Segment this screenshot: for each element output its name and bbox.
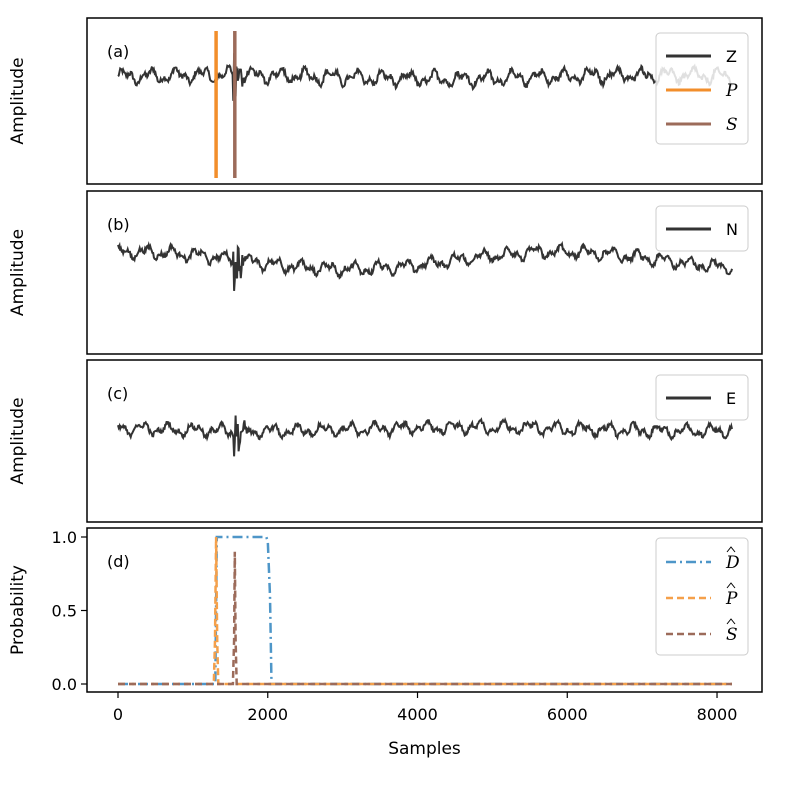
axes-frame-1	[86, 17, 763, 185]
legend-label-hat-P: P	[725, 589, 738, 609]
y-tick-label-1: 1.0	[52, 528, 77, 547]
waveform-N	[117, 240, 733, 291]
legend-label-P: P	[725, 81, 738, 101]
legend-box-4	[655, 537, 749, 656]
panel-label-1: (a)	[107, 42, 129, 61]
probability-curve-P	[118, 536, 732, 686]
legend-label-Z: Z	[726, 47, 737, 66]
hat-mark-D	[726, 546, 736, 553]
y-axis-label-3: Amplitude	[8, 397, 28, 484]
probability-curve-D	[118, 535, 732, 686]
hat-mark-P	[726, 582, 736, 589]
x-tick-label-8000: 8000	[697, 705, 738, 724]
legend-label-N: N	[726, 220, 738, 239]
probability-curve-S	[118, 551, 732, 686]
y-axis-label-1: Amplitude	[8, 57, 28, 144]
panel-label-2: (b)	[107, 215, 130, 234]
axes-frame-3	[86, 359, 763, 523]
y-tick-label-0: 0.0	[52, 675, 77, 694]
waveform-E	[117, 415, 733, 457]
axes-frame-2	[86, 190, 763, 355]
hat-mark-S	[726, 618, 736, 625]
legend-label-hat-D: D	[725, 553, 740, 573]
legend-label-S: S	[726, 115, 738, 135]
panel-label-4: (d)	[107, 552, 130, 571]
y-axis-label-4: Probability	[8, 565, 28, 655]
x-tick-label-2000: 2000	[247, 705, 288, 724]
panel-label-3: (c)	[107, 384, 128, 403]
y-tick-label-0.5: 0.5	[52, 602, 77, 621]
legend-label-E: E	[726, 389, 736, 408]
y-axis-label-2: Amplitude	[8, 229, 28, 316]
x-tick-label-0: 0	[113, 705, 123, 724]
waveform-Z	[117, 53, 733, 101]
x-axis-label: Samples	[388, 739, 461, 759]
legend-label-hat-S: S	[726, 625, 738, 645]
x-tick-label-4000: 4000	[397, 705, 438, 724]
x-tick-label-6000: 6000	[547, 705, 588, 724]
